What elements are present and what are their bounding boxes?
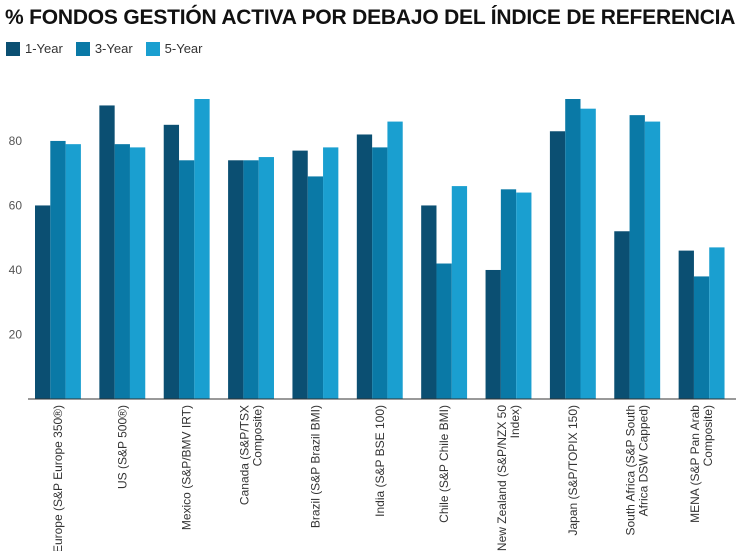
- x-category-label: Chile (S&P Chile BMI): [437, 405, 451, 523]
- bar-3-year[interactable]: [693, 276, 710, 399]
- bar-1-year[interactable]: [549, 131, 566, 399]
- bar-3-year[interactable]: [565, 99, 581, 399]
- x-category-label: Canada (S&P/TSX: [238, 405, 252, 505]
- bar-5-year[interactable]: [387, 121, 403, 399]
- legend-label-5-year: 5-Year: [164, 41, 203, 56]
- bar-5-year[interactable]: [709, 247, 725, 399]
- x-category-label: MENA (S&P Pan Arab: [688, 405, 702, 523]
- x-category-label: US (S&P 500®): [115, 405, 129, 489]
- bar-3-year[interactable]: [629, 115, 645, 399]
- y-tick-label: 80: [9, 134, 23, 148]
- legend-swatch-3-year: [75, 41, 90, 56]
- chart-legend: 1-Year 3-Year 5-Year: [6, 41, 202, 56]
- x-category-label: New Zealand (S&P/NZX 50: [495, 405, 509, 551]
- x-category-label: Africa DSW Capped): [637, 405, 651, 516]
- bar-5-year[interactable]: [194, 99, 210, 399]
- bar-3-year[interactable]: [436, 263, 452, 399]
- bar-3-year[interactable]: [114, 144, 130, 399]
- x-category-label: Index): [508, 405, 522, 438]
- bar-1-year[interactable]: [678, 250, 694, 399]
- x-category-label: South Africa (S&P South: [624, 405, 638, 536]
- bar-5-year[interactable]: [129, 147, 146, 399]
- y-tick-label: 60: [9, 198, 23, 212]
- bar-3-year[interactable]: [179, 160, 195, 399]
- bar-3-year[interactable]: [500, 189, 517, 399]
- bar-3-year[interactable]: [50, 140, 66, 399]
- bar-1-year[interactable]: [292, 150, 308, 399]
- x-category-label: Brazil (S&P Brazil BMI): [308, 405, 322, 528]
- legend-item-3-year[interactable]: 3-Year: [75, 41, 133, 56]
- bar-5-year[interactable]: [451, 186, 468, 399]
- x-category-label: Composite): [251, 405, 265, 466]
- x-category-label: India (S&P BSE 100): [373, 405, 387, 517]
- bar-1-year[interactable]: [485, 269, 501, 399]
- bar-3-year[interactable]: [243, 160, 259, 399]
- legend-item-1-year[interactable]: 1-Year: [6, 41, 63, 56]
- bar-1-year[interactable]: [99, 105, 115, 399]
- bar-5-year[interactable]: [516, 192, 532, 399]
- legend-label-3-year: 3-Year: [94, 41, 133, 56]
- bar-1-year[interactable]: [356, 134, 373, 400]
- x-category-label: Composite): [701, 405, 715, 466]
- legend-swatch-5-year: [145, 41, 160, 56]
- bar-3-year[interactable]: [307, 176, 324, 399]
- y-tick-label: 40: [9, 263, 23, 277]
- legend-item-5-year[interactable]: 5-Year: [145, 41, 203, 56]
- bar-5-year[interactable]: [65, 144, 81, 399]
- legend-label-1-year: 1-Year: [25, 41, 63, 56]
- chart-title: % FONDOS GESTIÓN ACTIVA POR DEBAJO DEL Í…: [5, 6, 736, 29]
- bar-3-year[interactable]: [372, 147, 388, 399]
- bar-5-year[interactable]: [580, 108, 596, 400]
- legend-swatch-1-year: [6, 41, 20, 56]
- x-category-label: Mexico (S&P/BMV IRT): [180, 405, 194, 530]
- y-tick-label: 20: [9, 327, 23, 341]
- bar-5-year[interactable]: [644, 121, 661, 399]
- bar-1-year[interactable]: [228, 160, 244, 399]
- x-category-label: Europe (S&P Europe 350®): [51, 405, 65, 551]
- bar-5-year[interactable]: [323, 147, 339, 399]
- bar-1-year[interactable]: [163, 124, 180, 399]
- bar-1-year[interactable]: [35, 205, 51, 399]
- bar-1-year[interactable]: [614, 231, 630, 399]
- bar-1-year[interactable]: [421, 205, 437, 399]
- bar-5-year[interactable]: [258, 157, 274, 399]
- x-category-label: Japan (S&P/TOPIX 150): [566, 405, 580, 536]
